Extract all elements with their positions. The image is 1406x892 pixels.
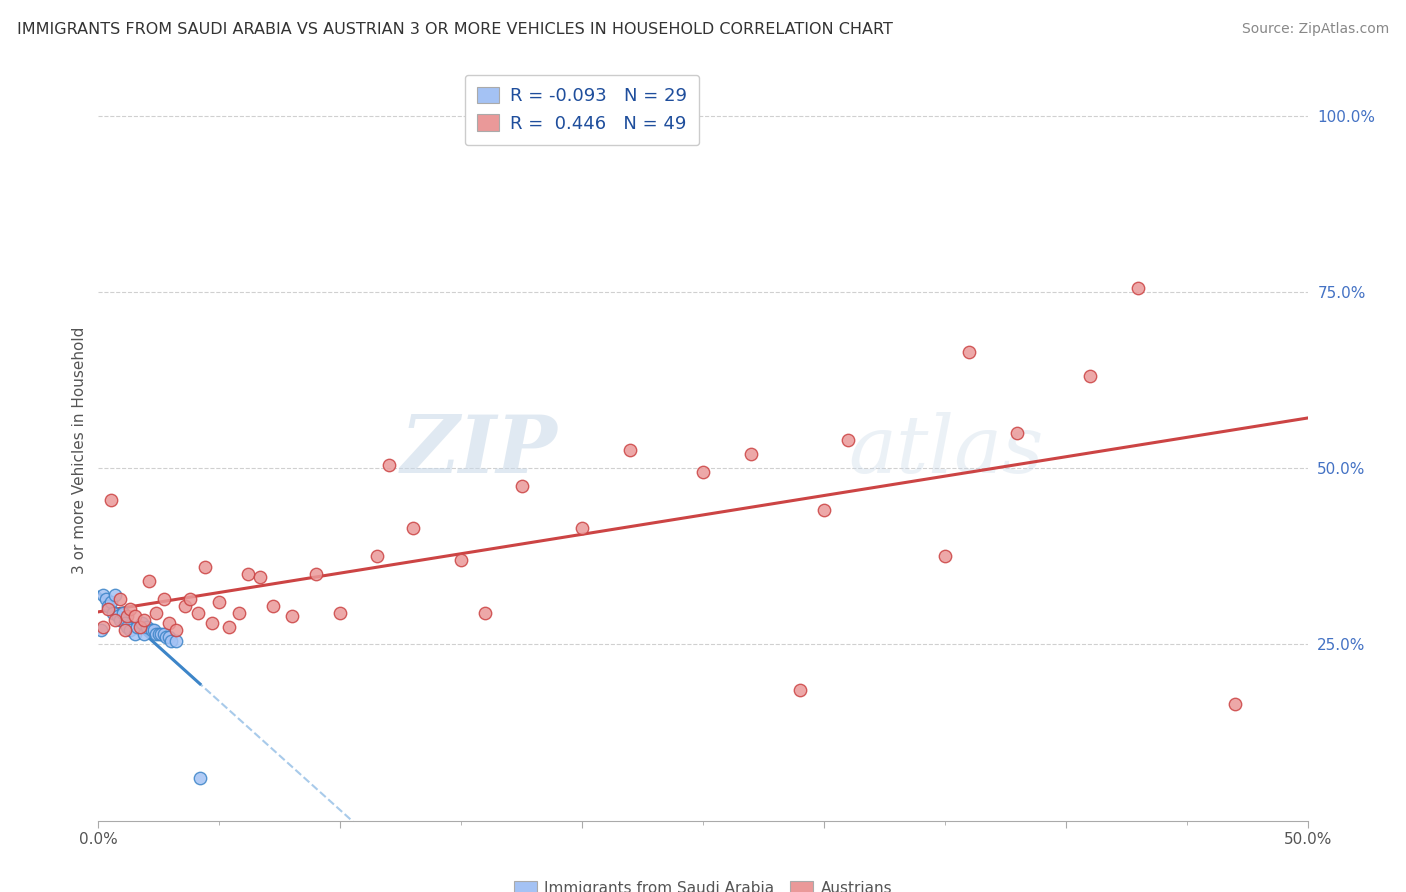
Point bbox=[101, 606, 124, 620]
Point bbox=[145, 606, 167, 620]
Point bbox=[155, 630, 177, 644]
Point bbox=[165, 624, 187, 638]
Point bbox=[474, 606, 496, 620]
Point bbox=[138, 574, 160, 588]
Point bbox=[228, 606, 250, 620]
Point bbox=[201, 616, 224, 631]
Point bbox=[104, 588, 127, 602]
Point bbox=[377, 458, 399, 472]
Point bbox=[117, 609, 139, 624]
Point bbox=[160, 633, 183, 648]
Point bbox=[91, 620, 114, 634]
Point bbox=[329, 606, 352, 620]
Point bbox=[107, 609, 129, 624]
Point bbox=[108, 591, 131, 606]
Legend: Immigrants from Saudi Arabia, Austrians: Immigrants from Saudi Arabia, Austrians bbox=[508, 875, 898, 892]
Point bbox=[152, 627, 174, 641]
Point bbox=[134, 627, 156, 641]
Point bbox=[1223, 698, 1246, 712]
Point bbox=[134, 613, 156, 627]
Point bbox=[194, 559, 217, 574]
Point bbox=[510, 479, 533, 493]
Point bbox=[100, 595, 122, 609]
Point bbox=[837, 433, 859, 447]
Point bbox=[1128, 281, 1150, 295]
Point bbox=[218, 620, 240, 634]
Point bbox=[238, 566, 260, 581]
Point bbox=[740, 447, 762, 461]
Point bbox=[157, 616, 180, 631]
Point bbox=[208, 595, 231, 609]
Point bbox=[114, 624, 136, 638]
Point bbox=[108, 613, 131, 627]
Point bbox=[124, 627, 146, 641]
Point bbox=[90, 624, 112, 638]
Point bbox=[94, 591, 117, 606]
Point bbox=[124, 609, 146, 624]
Point bbox=[1078, 369, 1101, 384]
Point bbox=[1007, 425, 1029, 440]
Point bbox=[118, 602, 141, 616]
Point bbox=[179, 591, 201, 606]
Point bbox=[165, 633, 187, 648]
Point bbox=[127, 620, 149, 634]
Point bbox=[131, 616, 153, 631]
Point bbox=[402, 521, 425, 535]
Y-axis label: 3 or more Vehicles in Household: 3 or more Vehicles in Household bbox=[72, 326, 87, 574]
Point bbox=[934, 549, 956, 564]
Point bbox=[145, 627, 167, 641]
Point bbox=[135, 620, 157, 634]
Point bbox=[262, 599, 284, 613]
Point bbox=[104, 613, 127, 627]
Point bbox=[97, 602, 120, 616]
Text: ZIP: ZIP bbox=[401, 412, 558, 489]
Point bbox=[174, 599, 197, 613]
Point bbox=[789, 683, 811, 698]
Text: IMMIGRANTS FROM SAUDI ARABIA VS AUSTRIAN 3 OR MORE VEHICLES IN HOUSEHOLD CORRELA: IMMIGRANTS FROM SAUDI ARABIA VS AUSTRIAN… bbox=[17, 22, 893, 37]
Point bbox=[117, 620, 139, 634]
Point bbox=[143, 624, 166, 638]
Point bbox=[91, 588, 114, 602]
Point bbox=[97, 599, 120, 613]
Point bbox=[148, 627, 170, 641]
Point bbox=[281, 609, 304, 624]
Point bbox=[813, 503, 835, 517]
Point bbox=[128, 620, 150, 634]
Point bbox=[619, 443, 641, 458]
Text: Source: ZipAtlas.com: Source: ZipAtlas.com bbox=[1241, 22, 1389, 37]
Point bbox=[957, 344, 980, 359]
Point bbox=[118, 624, 141, 638]
Text: atlas: atlas bbox=[848, 412, 1043, 489]
Point bbox=[157, 630, 180, 644]
Point bbox=[187, 606, 209, 620]
Point bbox=[305, 566, 328, 581]
Point bbox=[188, 772, 211, 786]
Point bbox=[114, 616, 136, 631]
Point bbox=[152, 591, 174, 606]
Point bbox=[366, 549, 388, 564]
Point bbox=[100, 492, 122, 507]
Point bbox=[111, 606, 134, 620]
Point bbox=[692, 465, 714, 479]
Point bbox=[450, 553, 472, 567]
Point bbox=[249, 570, 271, 584]
Point bbox=[141, 624, 163, 638]
Point bbox=[150, 627, 173, 641]
Point bbox=[571, 521, 593, 535]
